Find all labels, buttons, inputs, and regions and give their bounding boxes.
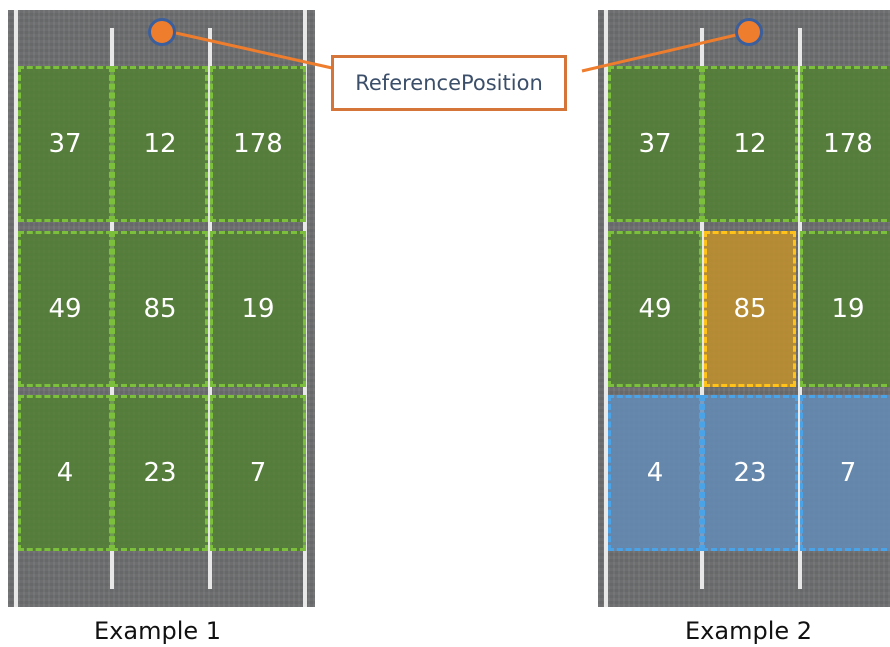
grid-cell: 49 bbox=[608, 231, 702, 387]
callout-label: ReferencePosition bbox=[355, 71, 543, 95]
cell-value: 7 bbox=[839, 458, 857, 488]
cell-value: 4 bbox=[56, 458, 74, 488]
lane-line bbox=[700, 28, 704, 589]
cell-value: 37 bbox=[48, 129, 82, 159]
grid-cell-selected: 4 bbox=[608, 395, 702, 551]
grid-cell-selected: 7 bbox=[800, 395, 890, 551]
grid-cell: 85 bbox=[112, 231, 208, 387]
road-example-1: 37 12 178 49 85 19 4 23 7 bbox=[8, 10, 315, 607]
cell-value: 178 bbox=[233, 129, 283, 159]
grid-cell: 37 bbox=[608, 66, 702, 222]
grid-cell-highlighted: 85 bbox=[704, 231, 796, 387]
grid-cell: 4 bbox=[18, 395, 112, 551]
caption-example-2: Example 2 bbox=[685, 617, 813, 645]
grid-cell: 37 bbox=[18, 66, 112, 222]
road-edge-left bbox=[14, 10, 18, 607]
grid-cell: 49 bbox=[18, 231, 112, 387]
grid-cell: 23 bbox=[112, 395, 208, 551]
grid-cell-selected: 23 bbox=[702, 395, 798, 551]
caption-example-1: Example 1 bbox=[94, 617, 222, 645]
cell-value: 49 bbox=[48, 294, 82, 324]
cell-value: 37 bbox=[638, 129, 672, 159]
grid-cell: 19 bbox=[210, 231, 306, 387]
cell-value: 85 bbox=[733, 294, 767, 324]
cell-value: 49 bbox=[638, 294, 672, 324]
grid-cell: 19 bbox=[800, 231, 890, 387]
road-edge-left bbox=[604, 10, 608, 607]
cell-value: 19 bbox=[831, 294, 865, 324]
connector-line-left bbox=[175, 31, 333, 70]
cell-value: 19 bbox=[241, 294, 275, 324]
cell-value: 23 bbox=[143, 458, 177, 488]
grid-cell: 12 bbox=[112, 66, 208, 222]
connector-line-right bbox=[581, 33, 737, 73]
reference-position-callout: ReferencePosition bbox=[331, 55, 567, 111]
cell-value: 12 bbox=[733, 129, 767, 159]
road-example-2: 37 12 178 49 85 19 4 23 7 bbox=[598, 10, 890, 607]
grid-cell: 12 bbox=[702, 66, 798, 222]
cell-value: 23 bbox=[733, 458, 767, 488]
grid-cell: 178 bbox=[800, 66, 890, 222]
cell-value: 4 bbox=[646, 458, 664, 488]
grid-cell: 7 bbox=[210, 395, 306, 551]
grid-cell: 178 bbox=[210, 66, 306, 222]
cell-value: 85 bbox=[143, 294, 177, 324]
cell-value: 7 bbox=[249, 458, 267, 488]
cell-value: 178 bbox=[823, 129, 873, 159]
reference-position-marker bbox=[735, 18, 763, 46]
cell-value: 12 bbox=[143, 129, 177, 159]
reference-position-marker bbox=[148, 18, 176, 46]
